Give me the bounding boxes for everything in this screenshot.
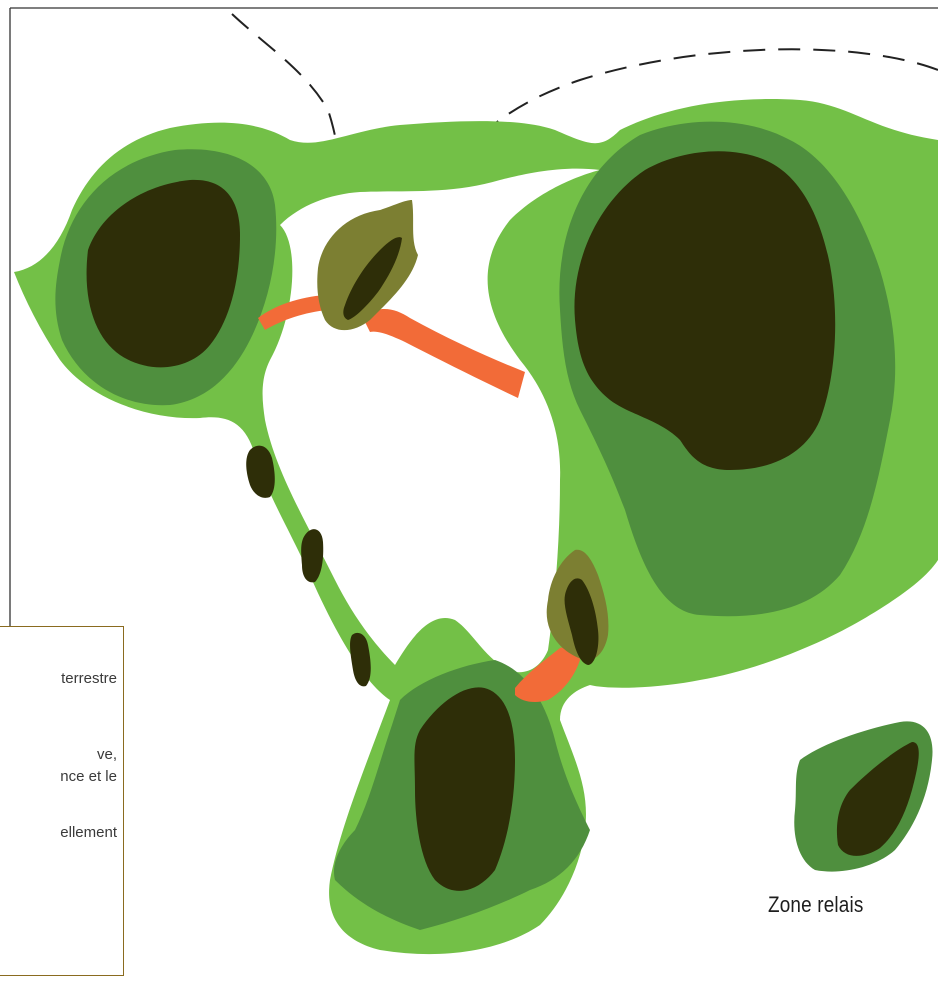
habitat-left-core (86, 179, 241, 368)
legend-line-1: terrestre (61, 670, 117, 687)
legend-line-2: ve, (96, 746, 117, 763)
legend-box: terrestre ve, nce et le ellement (0, 626, 124, 976)
relay-patch-upper-core (343, 237, 402, 320)
relay-zone-core (836, 742, 919, 856)
stepping-stone-3 (350, 632, 371, 687)
corridor-upper-right (362, 309, 525, 398)
legend-line-4: ellement (60, 824, 117, 841)
relay-patch-lower-core (564, 578, 599, 665)
habitat-right-core (574, 151, 836, 471)
habitat-bottom-core (414, 687, 515, 891)
corridor-bottom-right (515, 647, 580, 703)
corridor-left-upper (258, 295, 328, 330)
zone-relais-label: Zone relais (768, 892, 864, 917)
stepping-stone-2 (301, 529, 324, 583)
legend-line-3: nce et le (60, 768, 117, 785)
stepping-stone-1 (246, 445, 275, 498)
